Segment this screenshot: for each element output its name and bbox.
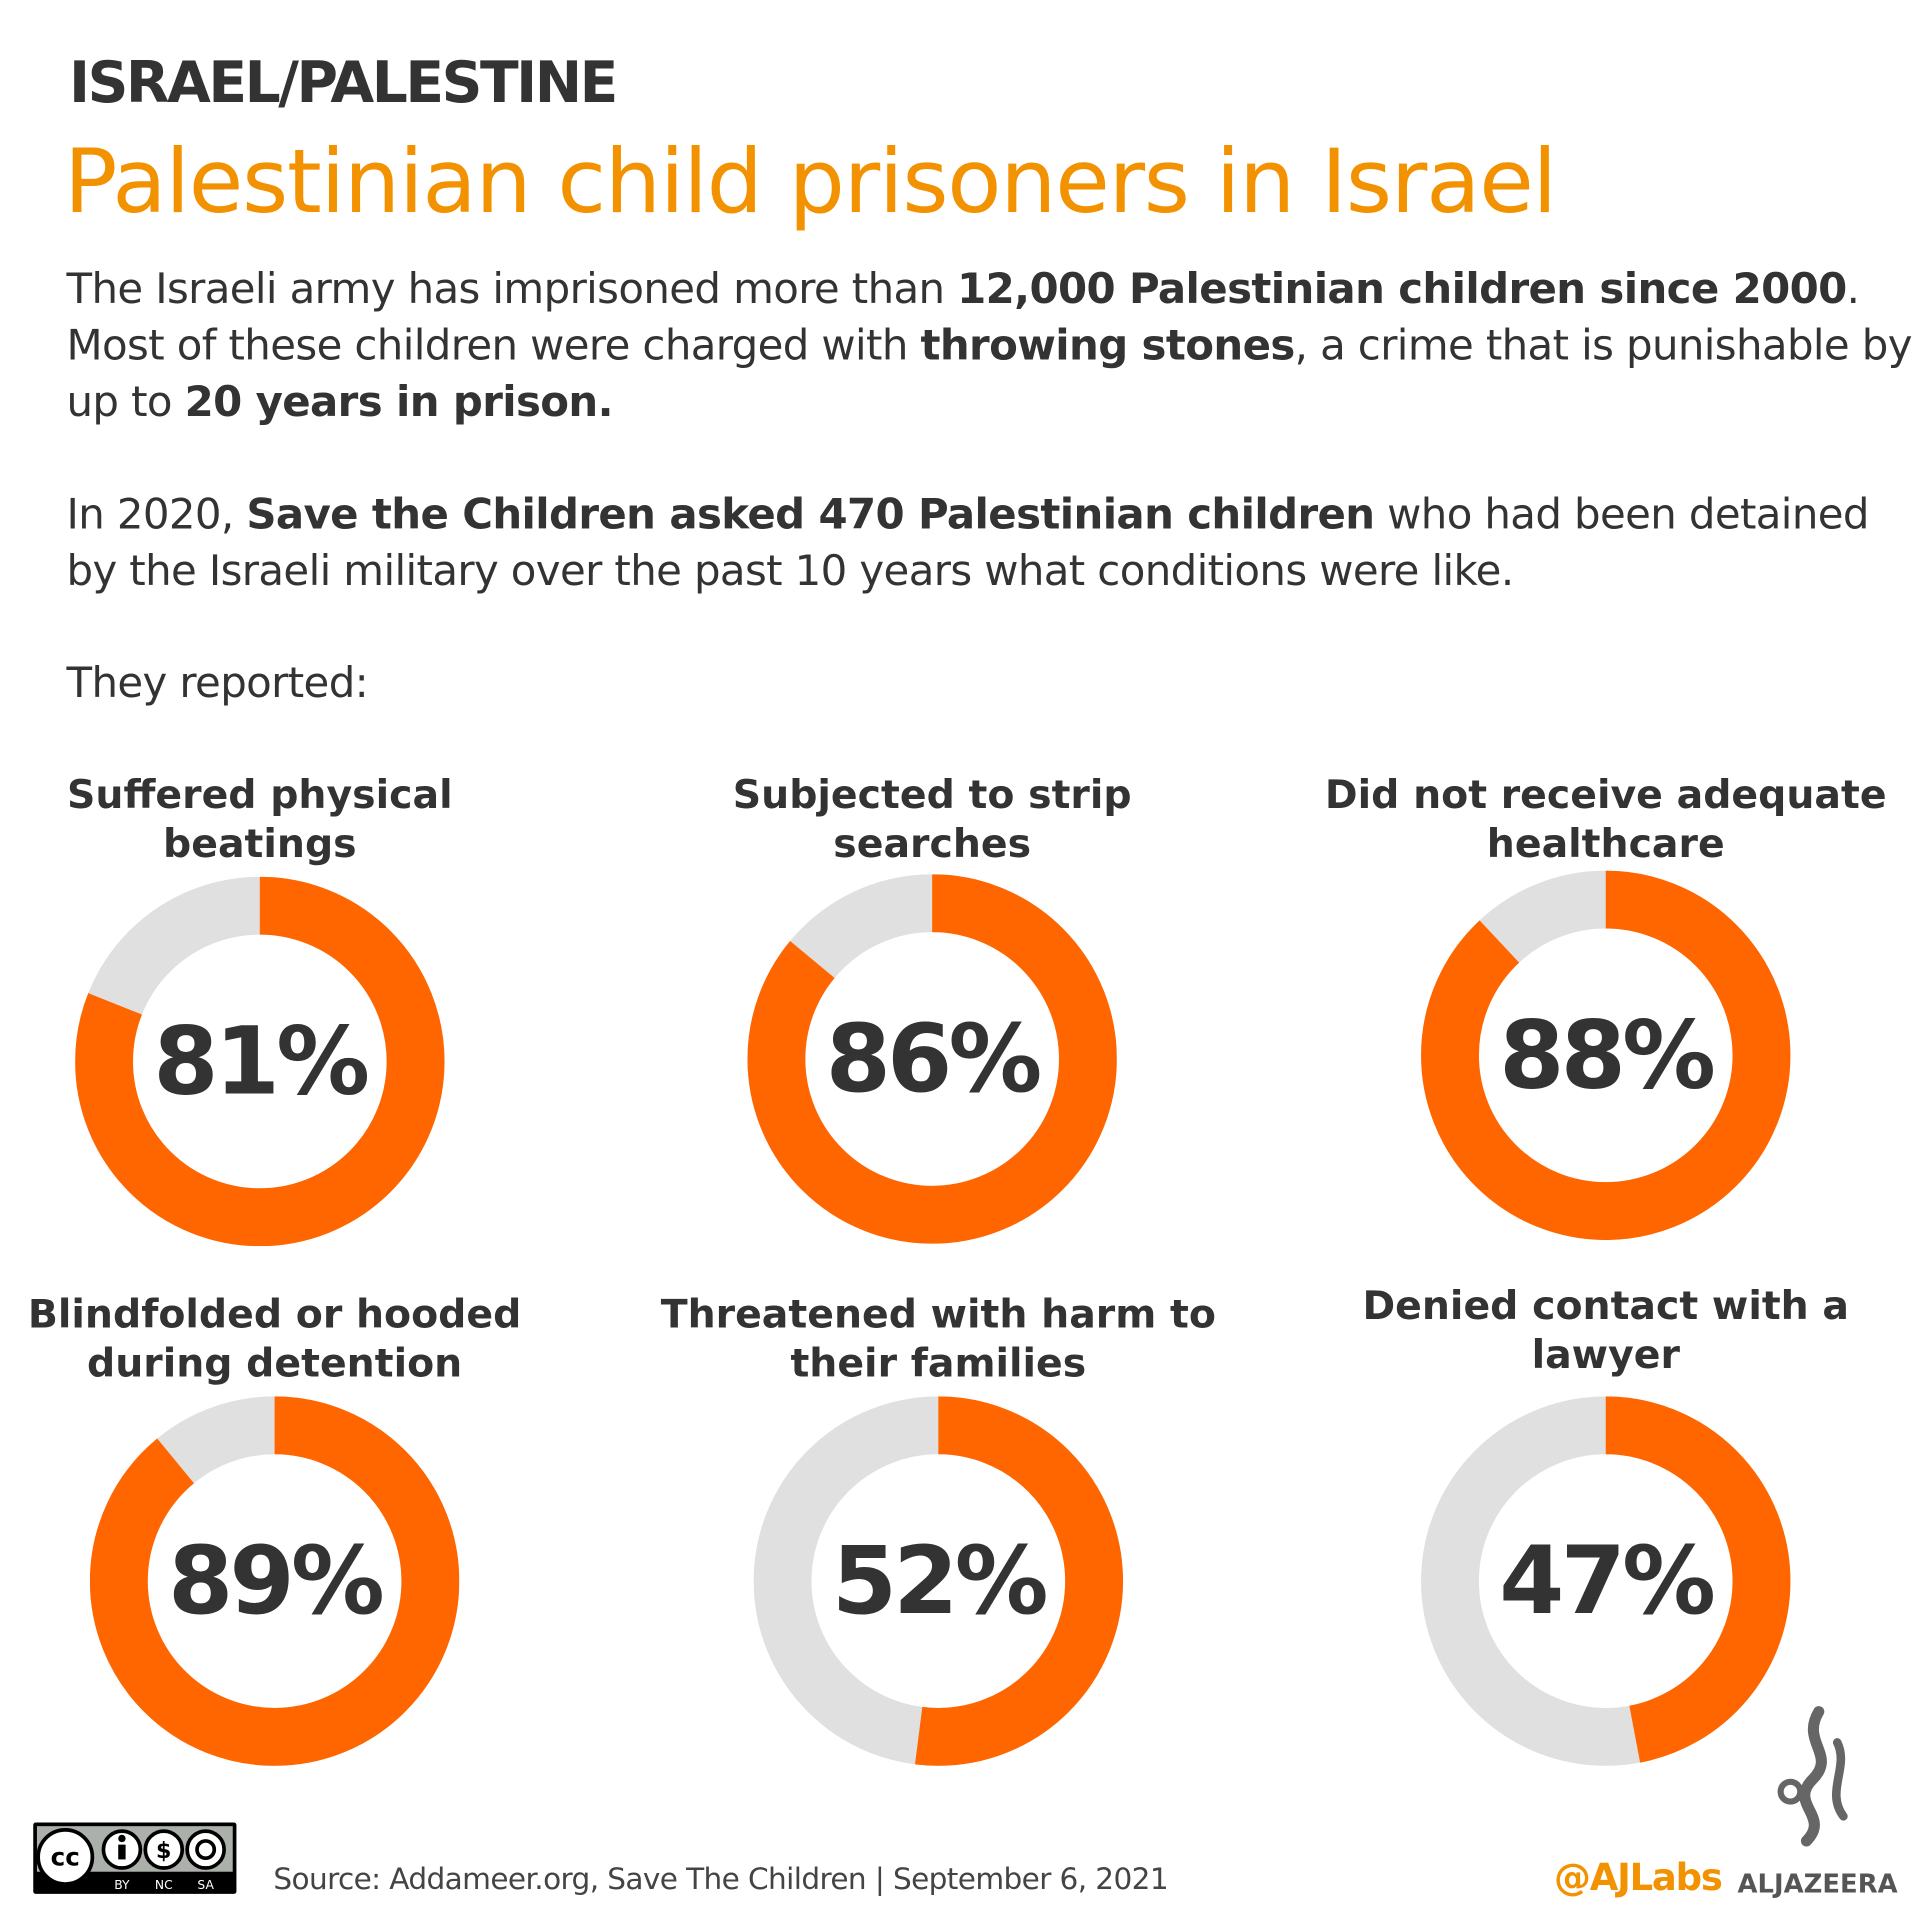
svg-text:cc: cc <box>51 1843 80 1872</box>
aljazeera-logo-icon <box>1763 1705 1874 1858</box>
donut-value-arc <box>1421 1396 1791 1766</box>
emphasis-text: 20 years in prison. <box>184 378 614 428</box>
donut-value-arc <box>75 876 445 1247</box>
aljazeera-wordmark: ALJAZEERA <box>1737 1869 1898 1899</box>
emphasis-text: 12,000 Palestinian children since 2000 <box>957 264 1847 315</box>
svg-text:$: $ <box>156 1838 171 1864</box>
donut-value-arc <box>753 1396 1124 1766</box>
donut-chart: 88% <box>1421 870 1791 1241</box>
donut-label: Suffered physical beatings <box>67 770 453 867</box>
body-text: The Israeli army has imprisoned more tha… <box>66 264 958 315</box>
creative-commons-badge: cc $ BY NC SA <box>33 1822 237 1894</box>
donut-percentage: 86% <box>825 1003 1043 1114</box>
intro-paragraph-1: The Israeli army has imprisoned more tha… <box>66 261 1913 431</box>
donut-label: Subjected to strip searches <box>732 770 1132 867</box>
emphasis-text: Save the Children asked 470 Palestinian … <box>246 490 1375 540</box>
donut-chart: 81% <box>75 876 445 1247</box>
donut-percentage: 52% <box>831 1525 1049 1636</box>
donut-chart: 47% <box>1421 1396 1791 1766</box>
donut-label: Did not receive adequate healthcare <box>1324 770 1887 867</box>
donut-label: Denied contact with a lawyer <box>1362 1281 1850 1378</box>
donut-percentage: 47% <box>1499 1525 1716 1636</box>
emphasis-text: throwing stones <box>920 321 1295 371</box>
svg-text:BY: BY <box>114 1878 130 1892</box>
ajlabs-handle: @AJLabs <box>1554 1856 1723 1901</box>
donut-value-arc <box>89 1396 460 1766</box>
donut-value-arc <box>747 874 1117 1244</box>
intro-paragraph-2: In 2020, Save the Children asked 470 Pal… <box>66 486 1913 599</box>
donut-chart: 52% <box>753 1396 1124 1766</box>
svg-text:SA: SA <box>197 1878 214 1892</box>
kicker: ISRAEL/PALESTINE <box>68 49 618 116</box>
donut-value-arc <box>1421 870 1791 1241</box>
body-text: , a crime that is punishable by up to <box>66 321 1912 428</box>
intro-paragraph-3: They reported: <box>66 658 369 709</box>
source-note: Source: Addameer.org, Save The Children … <box>273 1861 1169 1897</box>
title: Palestinian child prisoners in Israel <box>64 129 1557 233</box>
body-text: who had been detained by the Israeli mil… <box>66 490 1869 596</box>
donut-chart: 86% <box>747 874 1117 1244</box>
donut-chart: 89% <box>89 1396 460 1766</box>
donut-percentage: 81% <box>153 1006 370 1116</box>
donut-percentage: 89% <box>168 1525 385 1636</box>
body-text: In 2020, <box>66 490 247 540</box>
svg-text:NC: NC <box>155 1878 173 1892</box>
cc-license-icon: cc $ BY NC SA <box>36 1826 233 1892</box>
body-text: . Most of these children were charged wi… <box>66 264 1860 371</box>
donut-label: Blindfolded or hooded during detention <box>27 1290 522 1387</box>
donut-label: Threatened with harm to their families <box>660 1290 1216 1387</box>
donut-percentage: 88% <box>1499 999 1716 1110</box>
